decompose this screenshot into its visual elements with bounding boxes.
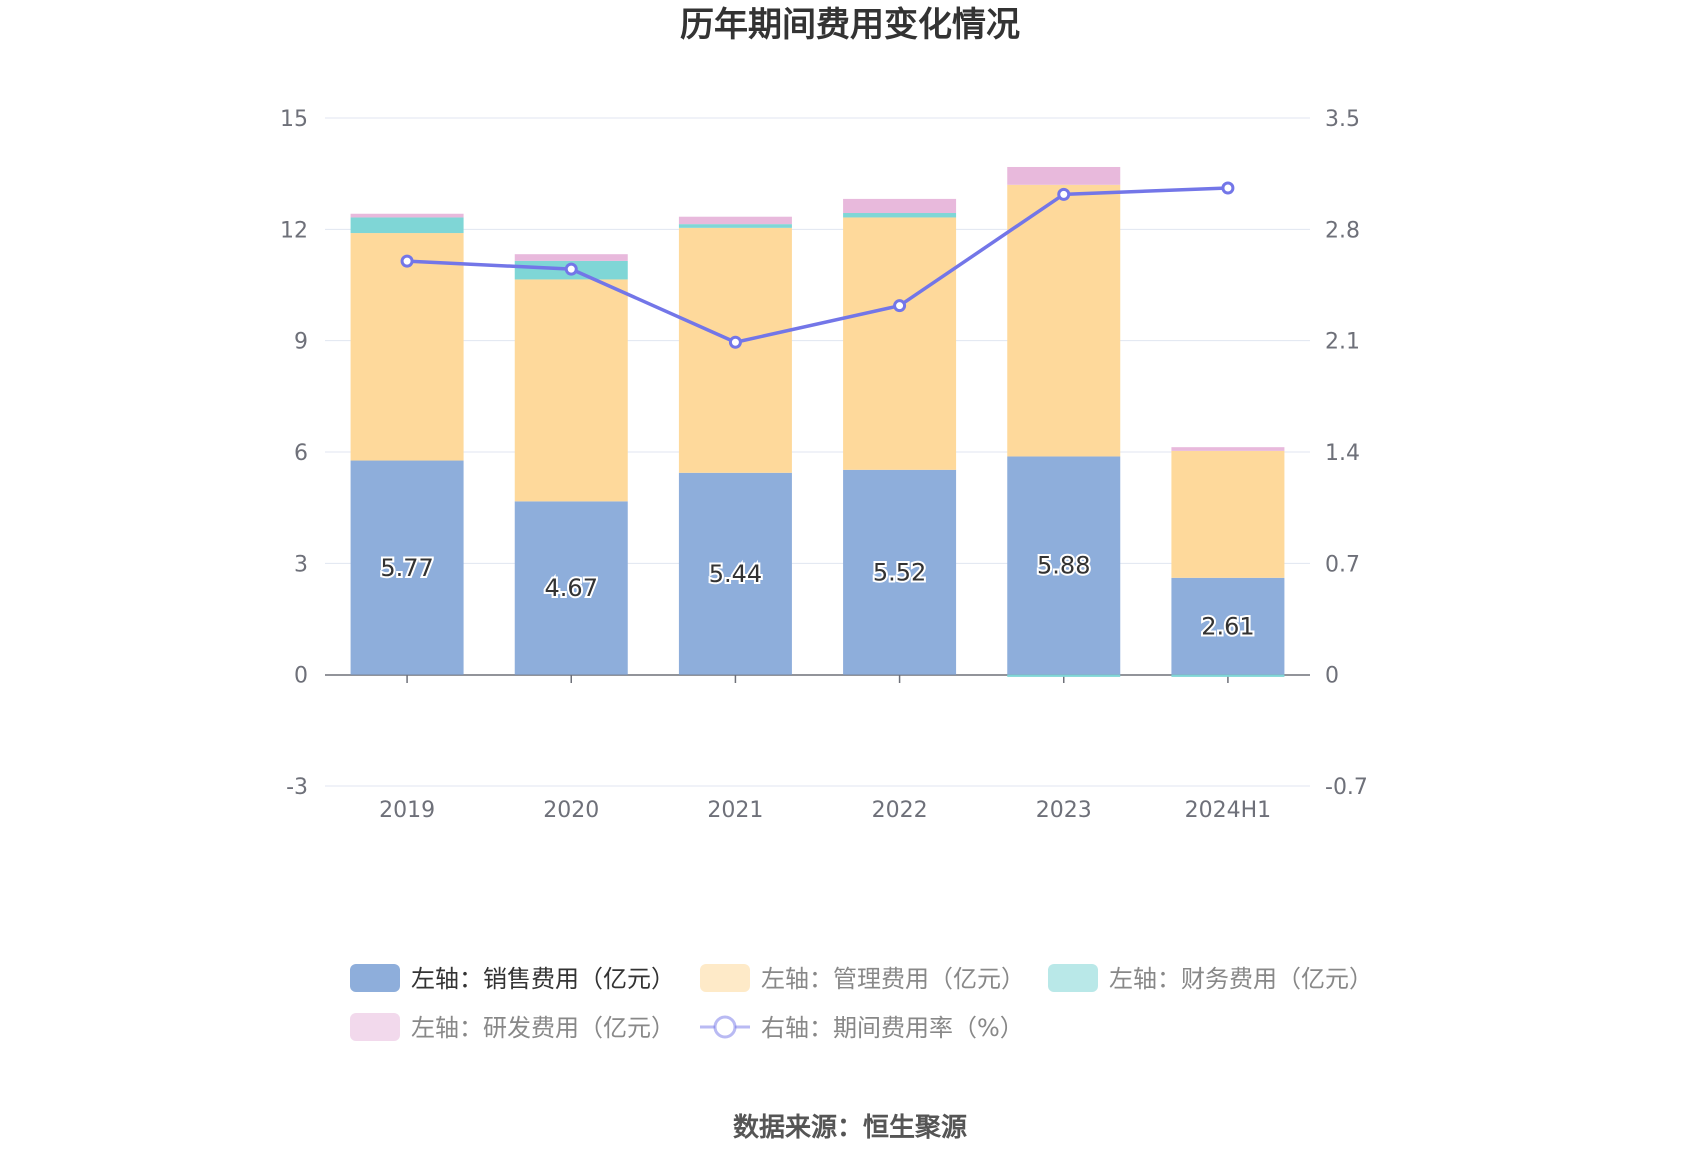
left-axis-tick: 0 [294,664,308,689]
bar-segment [1171,447,1285,451]
bar-segment [843,217,957,470]
right-axis-tick: 2.1 [1325,330,1360,355]
rate-point [400,254,414,268]
bar-segment [678,227,792,473]
bar-segment [678,216,792,225]
rate-line-layer [400,181,1235,349]
x-axis-label: 2019 [379,798,435,823]
bars [350,166,1285,677]
bar-segment [350,217,464,234]
legend-item: 右轴：期间费用率（%） [700,1014,1024,1042]
rate-point [728,335,742,349]
x-axis-label: 2023 [1036,798,1092,823]
bar-segment [350,213,464,218]
rate-point [1221,181,1235,195]
x-axis-label: 2020 [543,798,599,823]
bar-segment [843,469,957,675]
bar-segment [843,198,957,214]
axes: 15 12 9 6 3 0 -3 3.5 2.8 2.1 1.4 0.7 0 -0.7 2019 2020 20… [280,107,1368,823]
left-axis-tick: 3 [294,552,308,577]
legend-item: 左轴：研发费用（亿元） [350,1013,675,1042]
bar-segment [1171,450,1285,578]
bar-segment [514,279,628,502]
left-axis-tick: 9 [294,330,308,355]
bar-value-label: 2.61 [1201,612,1254,640]
bar-segment [1171,674,1285,677]
legend-item: 左轴：管理费用（亿元） [700,964,1025,993]
legend-swatch [1048,964,1098,992]
legend-label: 右轴：期间费用率（%） [761,1014,1024,1042]
bar-segment [1007,184,1121,457]
right-axis-tick: 2.8 [1325,218,1360,243]
bar-segment [514,254,628,261]
source-note: 数据来源：恒生聚源 [733,1113,967,1143]
bar-segment [1007,456,1121,675]
right-axis-tick: 0.7 [1325,552,1360,577]
bar-value-label: 4.67 [545,574,598,602]
bar-value-label: 5.77 [380,554,433,582]
bar-segment [1171,577,1285,675]
legend: 左轴：销售费用（亿元） 左轴：管理费用（亿元） 左轴：财务费用（亿元） 左轴：研发费用… [350,964,1373,1042]
legend-item: 左轴：财务费用（亿元） [1048,964,1373,993]
legend-swatch [700,964,750,992]
bar-segment [350,460,464,675]
x-axis-label: 2022 [872,798,928,823]
legend-marker [713,1015,737,1039]
bar-segment [1007,166,1121,185]
bar-value-label: 5.52 [873,558,926,586]
rate-point [564,262,578,276]
grid [325,117,1310,787]
legend-item: 左轴：销售费用（亿元） [350,964,675,993]
legend-label: 左轴：销售费用（亿元） [411,965,675,993]
bar-value-label: 5.88 [1037,552,1090,580]
bar-segment [514,501,628,675]
left-axis-tick: -3 [286,775,308,800]
bar-segment [843,213,957,218]
right-axis-tick: 0 [1325,664,1339,689]
bar-segment [350,233,464,461]
right-axis-tick: 3.5 [1325,107,1360,132]
rate-point [1057,187,1071,201]
left-axis-tick: 12 [280,218,308,243]
x-axis-label: 2024H1 [1185,798,1272,823]
legend-swatch [350,964,400,992]
bar-labels: 5.77 4.67 5.44 5.52 5.88 2.61 [378,550,1256,643]
legend-swatch [350,1013,400,1041]
bar-segment [1007,674,1121,677]
left-axis-tick: 15 [280,107,308,132]
left-axis-tick: 6 [294,441,308,466]
legend-label: 左轴：研发费用（亿元） [411,1014,675,1042]
rate-line [406,186,1228,345]
rate-point [893,299,907,313]
legend-label: 左轴：管理费用（亿元） [761,965,1025,993]
right-axis-tick: -0.7 [1325,775,1368,800]
legend-label: 左轴：财务费用（亿元） [1109,965,1373,993]
chart-title: 历年期间费用变化情况 [680,5,1020,45]
x-axis-label: 2021 [707,798,763,823]
right-axis-tick: 1.4 [1325,441,1360,466]
bar-value-label: 5.44 [709,560,762,588]
bar-segment [678,224,792,228]
bar-segment [678,472,792,675]
